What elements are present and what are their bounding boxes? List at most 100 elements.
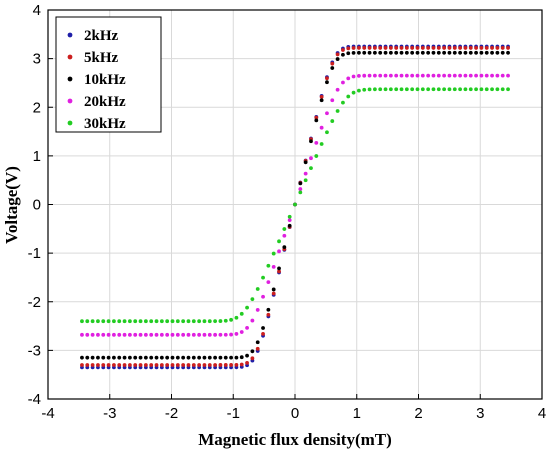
x-tick-label: 2: [414, 405, 422, 422]
x-tick-label: -2: [165, 405, 178, 422]
data-point: [277, 266, 281, 271]
data-points: [80, 44, 510, 370]
data-point: [266, 307, 271, 312]
data-point: [165, 332, 170, 337]
data-point: [266, 280, 271, 285]
data-point: [388, 73, 393, 78]
data-point: [325, 111, 329, 116]
data-point: [415, 73, 420, 78]
data-point: [127, 355, 132, 360]
data-point: [287, 218, 292, 223]
x-tick-label: 0: [291, 405, 299, 422]
data-point: [378, 87, 383, 92]
data-point: [261, 331, 265, 336]
data-point: [218, 355, 223, 360]
data-point: [101, 355, 106, 360]
data-point: [372, 50, 377, 55]
data-point: [495, 46, 500, 50]
data-point: [506, 73, 510, 78]
data-point: [143, 363, 148, 367]
data-point: [218, 363, 223, 367]
data-point: [127, 363, 132, 367]
data-point: [431, 46, 436, 50]
data-point: [484, 46, 489, 50]
data-point: [239, 330, 244, 334]
data-point: [143, 319, 148, 324]
data-point: [112, 332, 116, 337]
data-point: [298, 190, 303, 195]
data-point: [447, 46, 452, 50]
data-point: [357, 73, 361, 78]
data-point: [149, 355, 154, 360]
legend: 2kHz 5kHz 10kHz 20kHz 30kHz: [55, 16, 162, 133]
data-point: [149, 319, 154, 324]
data-point: [335, 57, 340, 61]
data-point: [154, 319, 159, 324]
data-point: [266, 312, 271, 317]
data-point: [250, 349, 255, 354]
data-point: [452, 46, 457, 50]
data-point: [474, 50, 478, 55]
data-point: [133, 332, 138, 337]
legend-marker: [67, 120, 73, 126]
data-point: [255, 346, 260, 351]
data-point: [479, 87, 484, 92]
data-point: [388, 87, 393, 92]
data-point: [362, 87, 367, 92]
data-point: [314, 118, 319, 123]
y-tick-label: -3: [28, 342, 41, 359]
data-point: [186, 332, 191, 337]
data-point: [96, 355, 100, 360]
data-point: [250, 356, 255, 361]
data-point: [484, 73, 489, 78]
data-point: [474, 46, 478, 50]
data-point: [506, 87, 510, 92]
data-point: [500, 50, 505, 55]
data-point: [452, 87, 457, 92]
data-point: [271, 287, 276, 292]
data-point: [426, 87, 431, 92]
data-point: [213, 332, 218, 337]
legend-marker: [67, 98, 73, 104]
data-point: [367, 50, 372, 55]
data-point: [420, 50, 425, 55]
data-point: [309, 156, 313, 161]
data-point: [250, 297, 255, 302]
data-point: [213, 355, 218, 360]
data-point: [117, 355, 122, 360]
series-30kHz: [80, 87, 510, 324]
data-point: [442, 46, 447, 50]
data-point: [170, 319, 175, 324]
data-point: [101, 332, 106, 337]
data-point: [420, 87, 425, 92]
data-point: [101, 319, 106, 324]
legend-marker: [67, 76, 73, 82]
data-point: [431, 73, 436, 78]
data-point: [447, 50, 452, 55]
data-point: [250, 318, 255, 323]
data-point: [181, 363, 186, 367]
data-point: [117, 363, 122, 367]
data-point: [314, 154, 319, 158]
data-point: [239, 355, 244, 360]
data-point: [133, 355, 138, 360]
data-point: [330, 66, 335, 70]
data-point: [420, 73, 425, 78]
data-point: [410, 87, 415, 92]
data-point: [436, 73, 441, 78]
data-point: [218, 319, 223, 323]
data-point: [388, 50, 393, 55]
data-point: [410, 50, 415, 55]
data-point: [399, 46, 404, 50]
data-point: [495, 73, 500, 78]
x-tick-label: 1: [353, 405, 361, 422]
series-10kHz: [80, 50, 510, 360]
data-point: [506, 46, 510, 50]
data-point: [314, 140, 319, 145]
data-point: [245, 353, 249, 358]
data-point: [96, 332, 100, 337]
data-point: [442, 87, 447, 92]
y-tick-label: 2: [33, 99, 41, 116]
data-point: [309, 166, 313, 171]
data-point: [223, 363, 228, 367]
